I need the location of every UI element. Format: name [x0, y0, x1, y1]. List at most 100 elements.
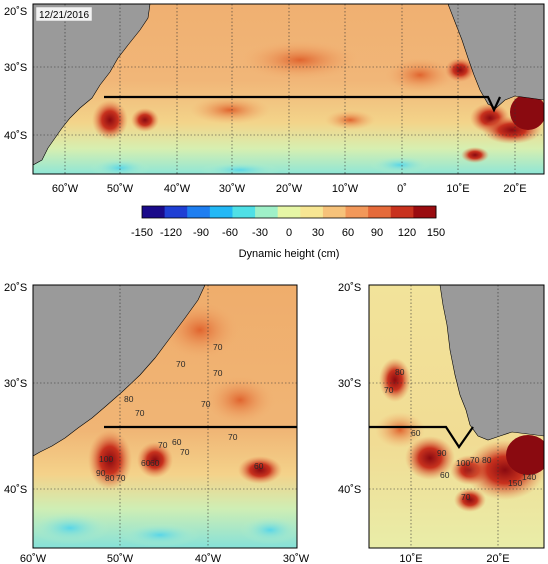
colorbar-cell: [322, 206, 347, 218]
top-lat-labels: 20˚S 30˚S 40˚S: [4, 6, 27, 142]
africa-land: [439, 285, 544, 441]
right-contour-labels: 80 70 90 100 60 70 80 150 140 70 60: [384, 367, 536, 502]
colorbar-tick: 60: [342, 227, 354, 239]
colorbar-ticks: -150 -120 -90 -60 -30 0 30 60 90 120 150: [131, 227, 445, 239]
left-map-frame: [32, 284, 298, 549]
colorbar-tick: -150: [131, 227, 153, 239]
top-lon-label: 10˚E: [446, 183, 469, 195]
right-lat-label: 30˚S: [338, 378, 361, 390]
right-graticule: [369, 285, 544, 548]
left-contour-labels: 70 70 70 70 70 80 70 60 70 70 100 90 80 …: [96, 342, 264, 483]
contour-label: 100: [456, 458, 470, 468]
right-lat-labels: 20˚S 30˚S 40˚S: [338, 282, 361, 496]
colorbar-frame: [141, 205, 437, 219]
contour-label: 70: [135, 408, 145, 418]
right-lon-label: 20˚E: [486, 553, 509, 564]
left-map-field: 70 70 70 70 70 80 70 60 70 70 100 90 80 …: [33, 285, 297, 548]
top-transect-line: [104, 95, 501, 113]
colorbar-title: Dynamic height (cm): [239, 248, 340, 260]
top-lon-label: 60˚W: [52, 183, 79, 195]
top-lon-label: 50˚W: [107, 183, 134, 195]
left-lon-labels: 60˚W 50˚W 40˚W 30˚W: [20, 553, 310, 564]
top-lon-labels: 60˚W 50˚W 40˚W 30˚W 20˚W 10˚W 0˚ 10˚E 20…: [52, 183, 527, 195]
left-lat-label: 40˚S: [4, 484, 27, 496]
colorbar-cell: [142, 206, 166, 218]
left-lat-label: 30˚S: [4, 378, 27, 390]
contour-label: 60: [150, 458, 160, 468]
colorbar-tick: 120: [398, 227, 416, 239]
colorbar-cell: [187, 206, 211, 218]
contour-label: 80: [482, 455, 492, 465]
left-lat-labels: 20˚S 30˚S 40˚S: [4, 282, 27, 496]
colorbar-cell: [368, 206, 392, 218]
right-lon-labels: 10˚E 20˚E: [399, 553, 509, 564]
top-map: 12/21/2016 20˚S 30˚S 40˚S 60˚W 50˚W 40˚W…: [4, 3, 545, 195]
south-america-land: [33, 285, 206, 457]
contour-label: 90: [437, 448, 447, 458]
top-lat-label: 40˚S: [4, 130, 27, 142]
top-lon-label: 40˚W: [164, 183, 191, 195]
top-lon-label: 20˚E: [503, 183, 526, 195]
top-lat-label: 20˚S: [4, 6, 27, 18]
colorbar-cell: [300, 206, 324, 218]
contour-label: 70: [461, 492, 471, 502]
south-america-land: [33, 4, 151, 166]
left-lat-label: 20˚S: [4, 282, 27, 294]
left-lon-label: 60˚W: [20, 553, 47, 564]
left-lon-label: 50˚W: [107, 553, 134, 564]
top-lon-label: 20˚W: [276, 183, 303, 195]
contour-label: 100: [99, 454, 113, 464]
contour-label: 80: [124, 394, 134, 404]
top-lon-label: 30˚W: [219, 183, 246, 195]
right-map: 80 70 90 100 60 70 80 150 140 70 60 20˚S…: [338, 282, 545, 564]
right-transect-line: [369, 425, 474, 449]
contour-label: 140: [522, 472, 536, 482]
colorbar-tick: 30: [312, 227, 324, 239]
top-map-frame: [32, 3, 545, 175]
contour-label: 70: [116, 473, 126, 483]
contour-label: 70: [228, 432, 238, 442]
contour-label: 60: [254, 461, 264, 471]
colorbar-tick: 90: [371, 227, 383, 239]
contour-label: 70: [213, 368, 223, 378]
colorbar: -150 -120 -90 -60 -30 0 30 60 90 120 150…: [131, 205, 445, 260]
contour-label: 60: [172, 437, 182, 447]
right-lat-label: 40˚S: [338, 484, 361, 496]
right-lat-label: 20˚S: [338, 282, 361, 294]
colorbar-tick: 0: [286, 227, 292, 239]
contour-label: 60: [440, 470, 450, 480]
contour-label: 70: [470, 455, 480, 465]
contour-label: 70: [180, 447, 190, 457]
top-lat-label: 30˚S: [4, 62, 27, 74]
colorbar-tick: -30: [252, 227, 268, 239]
right-map-frame: [368, 284, 545, 549]
top-graticule: [33, 4, 544, 174]
colorbar-cell: [164, 206, 188, 218]
colorbar-cell: [345, 206, 369, 218]
contour-label: 60: [411, 428, 421, 438]
contour-label: 70: [176, 359, 186, 369]
contour-label: 80: [105, 473, 115, 483]
top-lon-label: 0˚: [397, 183, 407, 195]
top-map-field: [33, 4, 544, 174]
contour-label: 90: [96, 468, 106, 478]
contour-label: 70: [213, 342, 223, 352]
contour-label: 70: [201, 399, 211, 409]
colorbar-cell: [390, 206, 414, 218]
date-label: 12/21/2016: [39, 10, 89, 21]
colorbar-cell: [232, 206, 256, 218]
contour-label: 70: [158, 440, 168, 450]
colorbar-cells: [142, 206, 437, 218]
left-lon-label: 40˚W: [195, 553, 222, 564]
contour-label: 70: [384, 385, 394, 395]
colorbar-tick: -120: [160, 227, 182, 239]
top-lon-label: 10˚W: [332, 183, 359, 195]
colorbar-cell: [255, 206, 279, 218]
left-map: 70 70 70 70 70 80 70 60 70 70 100 90 80 …: [4, 282, 310, 564]
contour-label: 150: [508, 478, 522, 488]
colorbar-tick: -60: [222, 227, 238, 239]
right-lon-label: 10˚E: [399, 553, 422, 564]
left-lon-label: 30˚W: [283, 553, 310, 564]
colorbar-cell: [209, 206, 233, 218]
